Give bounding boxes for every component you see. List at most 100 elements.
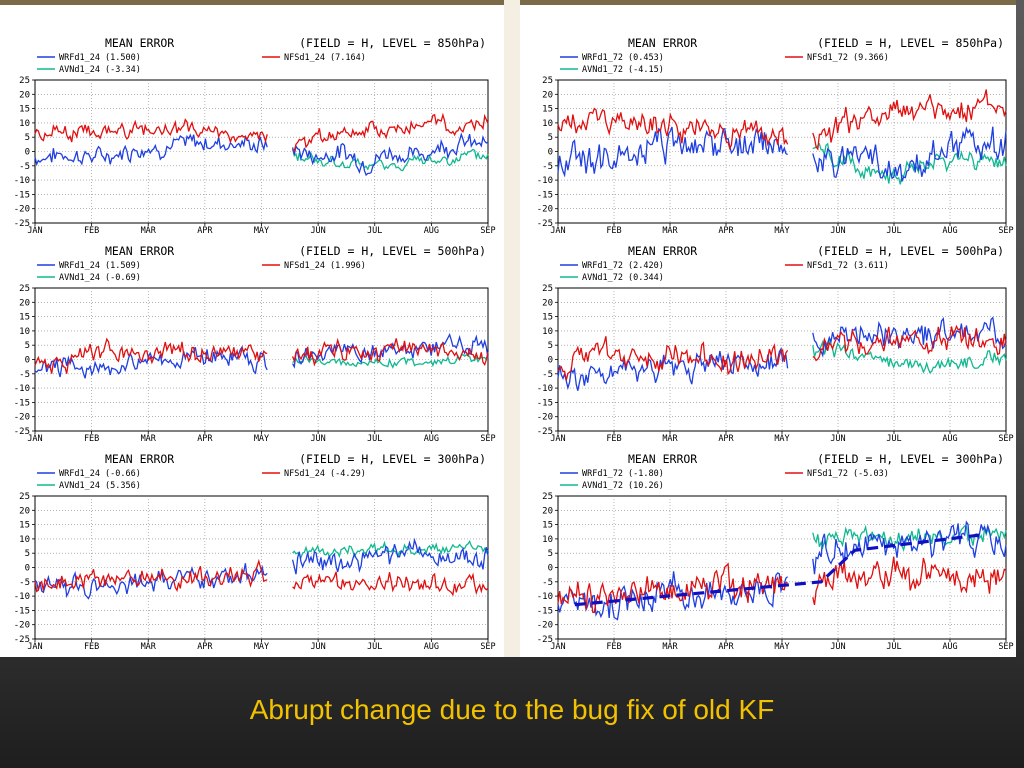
y-tick-label: -20 xyxy=(14,621,30,631)
y-tick-label: 25 xyxy=(542,492,553,502)
chart-field-label: (FIELD = H, LEVEL = 850hPa) xyxy=(299,36,486,50)
chart-title: MEAN ERROR xyxy=(628,244,697,258)
y-tick-label: -10 xyxy=(14,384,30,394)
series-line-WRFd1_72 xyxy=(557,571,789,621)
chart-72h-300hpa: MEAN ERROR (FIELD = H, LEVEL = 300hPa) WRF… xyxy=(537,452,1014,651)
legend-entry: NFSd1_72 (9.366) xyxy=(807,53,889,63)
chart-title: MEAN ERROR xyxy=(105,244,174,258)
x-tick-label: FEB xyxy=(84,642,99,651)
y-tick-label: -5 xyxy=(19,370,30,380)
legend-entry: WRFd1_24 (1.500) xyxy=(59,53,141,63)
chart-24h-500hpa: MEAN ERROR (FIELD = H, LEVEL = 500hPa) WRF… xyxy=(14,244,496,443)
x-tick-label: APR xyxy=(718,434,734,443)
legend-entry: WRFd1_72 (-1.80) xyxy=(582,469,664,479)
y-tick-label: 10 xyxy=(542,327,553,337)
y-tick-label: 25 xyxy=(542,284,553,294)
x-tick-label: APR xyxy=(718,226,734,235)
y-tick-label: 10 xyxy=(542,119,553,129)
x-tick-label: JUN xyxy=(830,434,845,443)
x-tick-label: JUN xyxy=(310,642,325,651)
x-tick-label: FEB xyxy=(606,226,621,235)
slide-caption: Abrupt change due to the bug fix of old … xyxy=(249,694,775,725)
series-line-WRFd1_72 xyxy=(812,316,1007,358)
top-border-right xyxy=(520,0,1016,5)
x-tick-label: FEB xyxy=(606,434,621,443)
y-tick-label: 20 xyxy=(19,90,30,100)
series-line-WRFd1_24 xyxy=(291,537,489,575)
x-tick-label: JAN xyxy=(550,226,565,235)
y-tick-label: -20 xyxy=(537,413,553,423)
y-tick-label: -25 xyxy=(14,635,30,645)
series-line-NFSd1_24 xyxy=(34,337,268,374)
x-tick-label: JUL xyxy=(367,434,382,443)
y-tick-label: 10 xyxy=(542,535,553,545)
x-tick-label: SEP xyxy=(998,226,1013,235)
x-tick-label: JAN xyxy=(550,434,565,443)
y-tick-label: 0 xyxy=(548,564,553,574)
chart-title: MEAN ERROR xyxy=(105,36,174,50)
y-tick-label: -15 xyxy=(14,398,30,408)
chart-title: MEAN ERROR xyxy=(628,36,697,50)
y-tick-label: -25 xyxy=(14,219,30,229)
x-tick-label: JUL xyxy=(886,642,901,651)
series-line-WRFd1_72 xyxy=(812,126,1007,182)
chart-72h-850hpa: MEAN ERROR (FIELD = H, LEVEL = 850hPa) WRF… xyxy=(537,36,1014,235)
y-tick-label: -5 xyxy=(542,162,553,172)
y-tick-label: 20 xyxy=(542,90,553,100)
legend-entry: WRFd1_24 (-0.66) xyxy=(59,469,141,479)
chart-field-label: (FIELD = H, LEVEL = 850hPa) xyxy=(817,36,1004,50)
legend-entry: AVNd1_24 (5.356) xyxy=(59,481,141,491)
x-tick-label: JAN xyxy=(27,434,42,443)
series-line-NFSd1_72 xyxy=(812,324,1007,362)
x-tick-label: APR xyxy=(718,642,734,651)
series-line-NFSd1_72 xyxy=(812,89,1007,151)
legend-entry: AVNd1_72 (-4.15) xyxy=(582,65,664,75)
series-line-NFSd1_72 xyxy=(557,336,789,381)
y-tick-label: -10 xyxy=(14,176,30,186)
left-chart-panel: MEAN ERROR (FIELD = H, LEVEL = 850hPa) WRF… xyxy=(0,5,504,657)
y-tick-label: 25 xyxy=(19,492,30,502)
y-tick-label: -10 xyxy=(537,592,553,602)
x-tick-label: FEB xyxy=(606,642,621,651)
x-tick-label: AUG xyxy=(424,226,439,235)
y-tick-label: -20 xyxy=(14,205,30,215)
y-tick-label: -15 xyxy=(14,606,30,616)
legend-entry: AVNd1_72 (10.26) xyxy=(582,481,664,491)
series-line-WRFd1_24 xyxy=(34,133,268,167)
legend-entry: AVNd1_24 (-0.69) xyxy=(59,273,141,283)
y-tick-label: 25 xyxy=(19,76,30,86)
x-tick-label: MAY xyxy=(774,642,789,651)
x-tick-label: MAR xyxy=(141,642,157,651)
x-tick-label: MAR xyxy=(662,642,678,651)
x-tick-label: JUN xyxy=(830,642,845,651)
x-tick-label: AUG xyxy=(424,434,439,443)
y-tick-label: -10 xyxy=(537,176,553,186)
y-tick-label: -5 xyxy=(19,578,30,588)
legend-entry: NFSd1_24 (-4.29) xyxy=(284,469,366,479)
series-line-AVNd1_72 xyxy=(812,338,1007,374)
series-line-NFSd1_24 xyxy=(34,558,268,593)
legend-entry: NFSd1_24 (1.996) xyxy=(284,261,366,271)
y-tick-label: 5 xyxy=(25,133,30,143)
y-tick-label: 20 xyxy=(542,298,553,308)
series-line-WRFd1_24 xyxy=(34,345,268,379)
x-tick-label: APR xyxy=(197,642,213,651)
y-tick-label: 5 xyxy=(25,341,30,351)
y-tick-label: 25 xyxy=(542,76,553,86)
chart-24h-850hpa: MEAN ERROR (FIELD = H, LEVEL = 850hPa) WRF… xyxy=(14,36,496,235)
y-tick-label: 20 xyxy=(19,298,30,308)
y-tick-label: -25 xyxy=(537,635,553,645)
x-tick-label: JUL xyxy=(886,226,901,235)
x-tick-label: JUN xyxy=(310,434,325,443)
chart-24h-300hpa: MEAN ERROR (FIELD = H, LEVEL = 300hPa) WRF… xyxy=(14,452,496,651)
series-line-AVNd1_72 xyxy=(812,524,1007,552)
x-tick-label: JAN xyxy=(27,642,42,651)
x-tick-label: MAR xyxy=(141,226,157,235)
x-tick-label: FEB xyxy=(84,434,99,443)
y-tick-label: -5 xyxy=(542,370,553,380)
series-line-WRFd1_24 xyxy=(291,132,489,177)
x-tick-label: JUL xyxy=(367,642,382,651)
y-tick-label: 0 xyxy=(548,356,553,366)
legend-entry: NFSd1_72 (-5.03) xyxy=(807,469,889,479)
y-tick-label: 10 xyxy=(19,119,30,129)
